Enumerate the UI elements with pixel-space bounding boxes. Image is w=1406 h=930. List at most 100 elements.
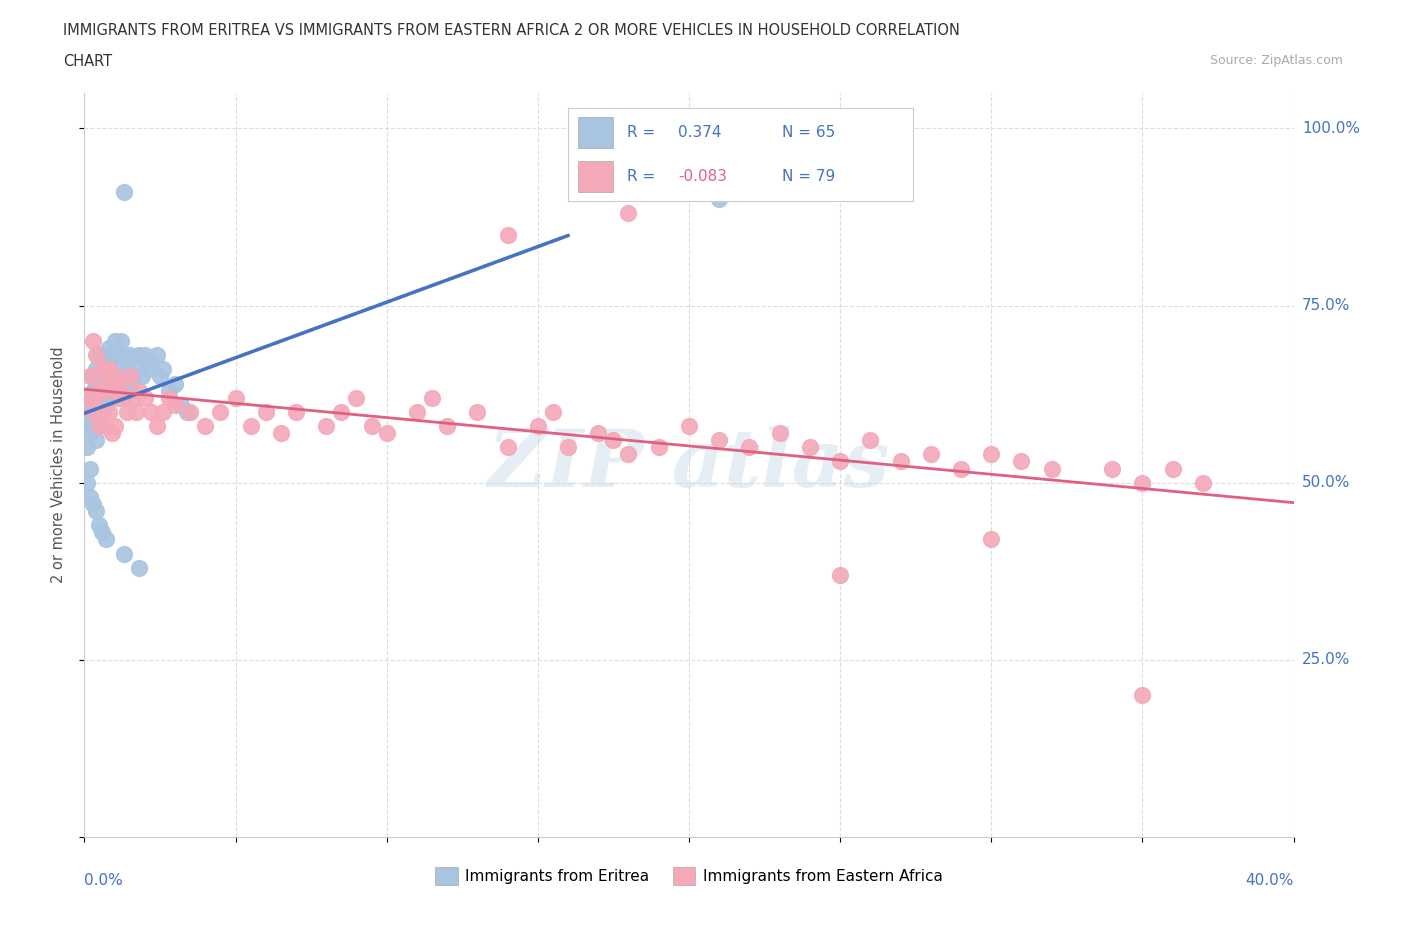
Point [146,348,169,363]
Point [91,362,114,377]
Point [467,405,489,419]
Point [94,532,117,547]
Point [112,185,135,200]
Point [330,405,353,419]
Point [496,440,519,455]
Point [89,383,111,398]
Point [139,355,162,370]
Point [107,376,129,391]
Point [89,418,111,433]
Text: 40.0%: 40.0% [1246,873,1294,888]
Point [112,391,135,405]
Point [100,348,122,363]
Text: 25.0%: 25.0% [1302,652,1350,668]
Point [617,447,640,462]
Point [157,383,180,398]
Point [86,432,108,447]
Point [920,447,942,462]
Point [82,397,104,412]
Point [82,497,104,512]
Point [91,525,114,539]
Point [91,405,114,419]
Point [541,405,564,419]
Point [1101,461,1123,476]
Point [112,348,135,363]
Point [709,192,731,206]
Point [859,432,882,447]
Y-axis label: 2 or more Vehicles in Household: 2 or more Vehicles in Household [51,347,66,583]
Point [94,348,117,363]
Point [86,383,108,398]
Point [121,369,143,384]
Point [136,362,159,377]
Text: Source: ZipAtlas.com: Source: ZipAtlas.com [1209,54,1343,67]
Point [97,362,120,377]
Point [82,418,104,433]
Point [79,426,101,441]
Point [799,440,821,455]
Point [406,405,429,419]
Point [709,432,731,447]
Point [79,489,101,504]
Point [89,391,111,405]
Point [149,369,172,384]
Text: ZIP atlas: ZIP atlas [488,426,890,504]
Point [97,405,120,419]
Point [152,405,174,419]
Point [496,227,519,242]
Point [134,348,156,363]
Point [118,369,141,384]
Point [146,418,169,433]
Point [165,376,187,391]
Point [76,475,98,490]
Point [270,426,292,441]
Point [176,405,198,419]
Point [104,369,127,384]
Point [254,405,277,419]
Point [239,418,262,433]
Point [94,418,117,433]
Point [79,391,101,405]
Point [128,348,150,363]
Point [346,391,368,405]
Point [94,397,117,412]
Text: 100.0%: 100.0% [1302,121,1360,136]
Text: IMMIGRANTS FROM ERITREA VS IMMIGRANTS FROM EASTERN AFRICA 2 OR MORE VEHICLES IN : IMMIGRANTS FROM ERITREA VS IMMIGRANTS FR… [63,23,960,38]
Point [91,405,114,419]
Point [157,391,180,405]
Point [315,418,337,433]
Point [125,405,148,419]
Point [118,348,141,363]
Point [76,418,98,433]
Point [82,369,104,384]
Point [97,369,120,384]
Point [152,362,174,377]
Point [82,405,104,419]
Point [107,348,129,363]
Text: 75.0%: 75.0% [1302,299,1350,313]
Point [420,391,443,405]
Point [115,362,138,377]
Point [830,567,852,582]
Point [225,391,247,405]
Point [86,405,108,419]
Point [89,418,111,433]
Legend: Immigrants from Eritrea, Immigrants from Eastern Africa: Immigrants from Eritrea, Immigrants from… [434,867,943,885]
Text: 0.0%: 0.0% [84,873,124,888]
Point [209,405,232,419]
Point [1161,461,1184,476]
Point [110,362,132,377]
Point [527,418,550,433]
Point [602,432,624,447]
Point [648,440,671,455]
Point [980,447,1002,462]
Point [86,391,108,405]
Point [100,376,122,391]
Point [104,369,127,384]
Point [110,376,132,391]
Point [79,461,101,476]
Point [738,440,761,455]
Point [139,405,162,419]
Point [86,504,108,519]
Text: 50.0%: 50.0% [1302,475,1350,490]
